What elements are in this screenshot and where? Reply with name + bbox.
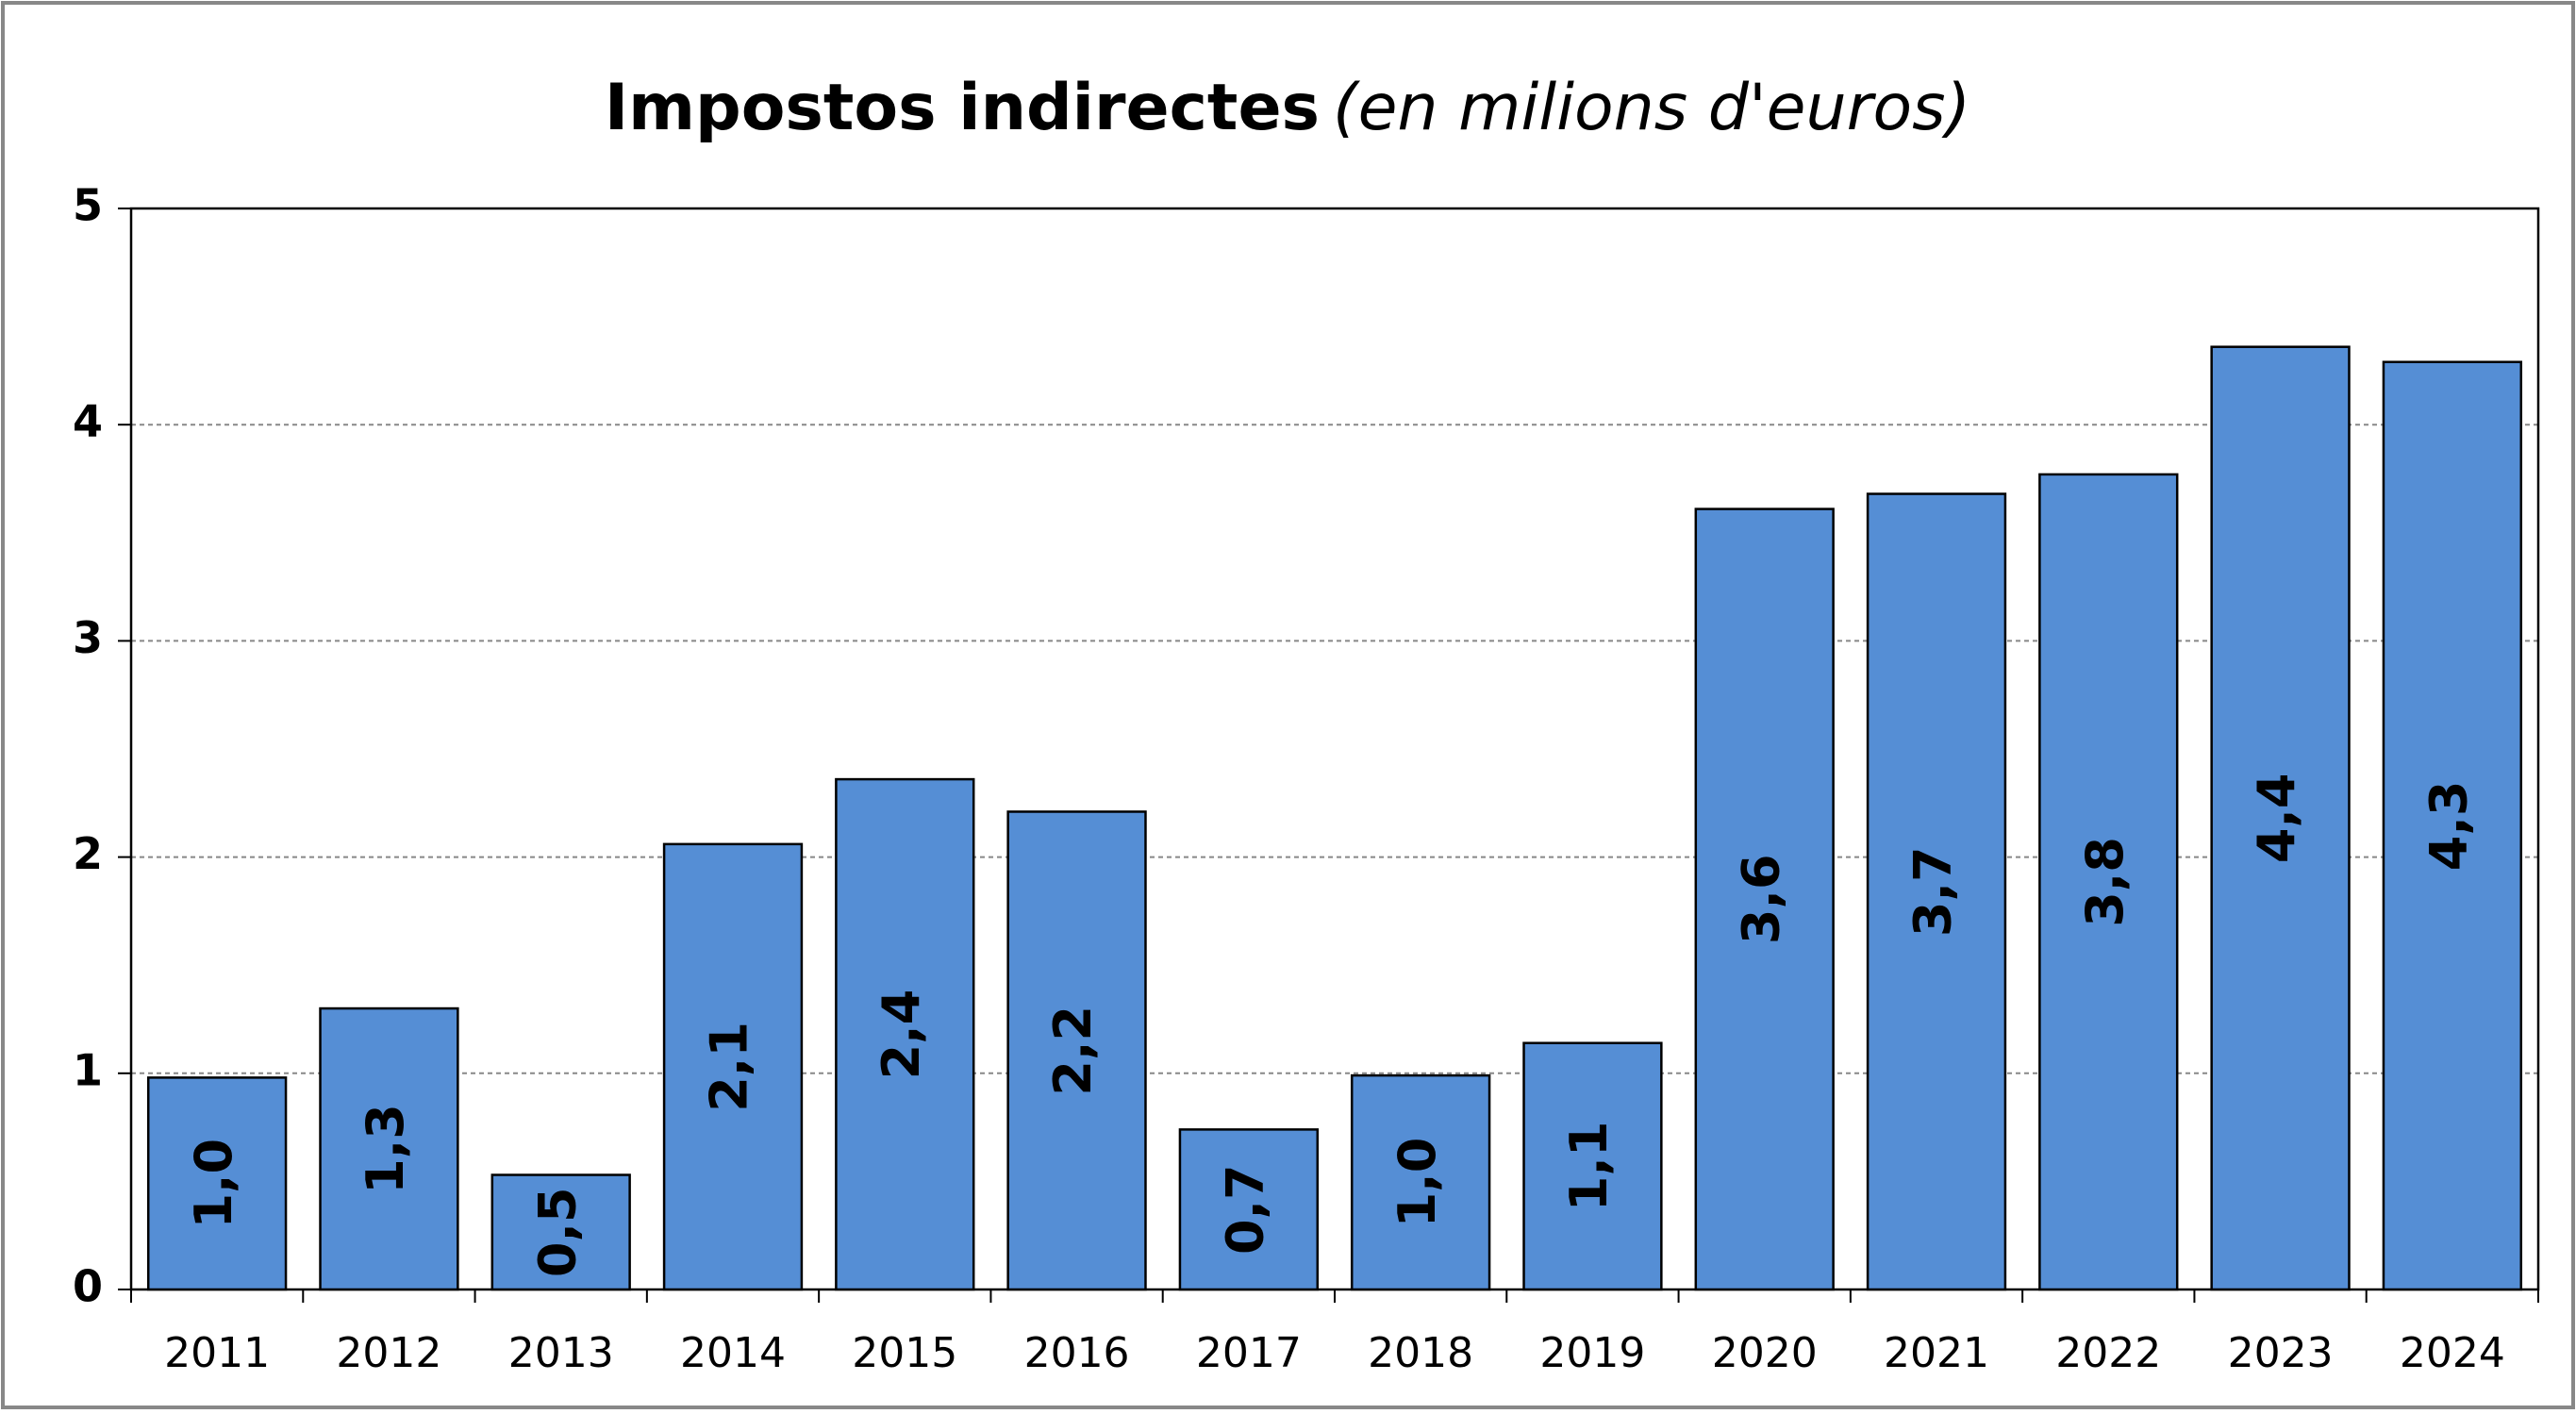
- y-tick-label: 2: [73, 828, 103, 879]
- x-tick-label: 2014: [680, 1329, 786, 1377]
- x-tick-label: 2018: [1368, 1329, 1473, 1377]
- data-label: 1,0: [184, 1139, 243, 1229]
- bar: [2210, 345, 2351, 1291]
- data-label: 3,6: [1731, 854, 1790, 944]
- bar: [490, 1173, 631, 1291]
- data-label: 3,7: [1903, 846, 1963, 937]
- bar: [2038, 473, 2179, 1291]
- y-tick-label: 0: [73, 1261, 103, 1312]
- x-tick-label: 2013: [508, 1329, 614, 1377]
- x-tick-label: 2024: [2400, 1329, 2505, 1377]
- chart-title: Impostos indirectes: [605, 71, 1320, 145]
- x-tick-label: 2012: [336, 1329, 441, 1377]
- y-tick-label: 4: [73, 396, 103, 447]
- x-tick-label: 2011: [164, 1329, 270, 1377]
- y-tick-label: 5: [73, 180, 103, 231]
- data-label: 0,7: [1215, 1164, 1274, 1255]
- x-tick-label: 2021: [1884, 1329, 1989, 1377]
- x-tick-label: 2019: [1539, 1329, 1645, 1377]
- data-label: 1,3: [356, 1104, 415, 1194]
- data-label: 2,1: [700, 1022, 759, 1112]
- bar: [319, 1006, 459, 1291]
- y-tick-label: 3: [73, 612, 103, 663]
- x-tick-label: 2022: [2055, 1329, 2161, 1377]
- bar: [1522, 1041, 1663, 1291]
- x-tick-label: 2016: [1024, 1329, 1130, 1377]
- data-label: 3,8: [2075, 837, 2135, 927]
- bar: [835, 777, 975, 1291]
- bar: [662, 842, 804, 1291]
- data-label: 1,0: [1388, 1138, 1447, 1228]
- bar: [1178, 1128, 1320, 1291]
- data-label: 4,3: [2418, 781, 2478, 872]
- data-label: 4,4: [2247, 774, 2306, 864]
- chart-title-line: Impostos indirectes (en milions d'euros): [605, 71, 1970, 145]
- data-label: 2,4: [872, 990, 931, 1080]
- x-tick-label: 2017: [1196, 1329, 1302, 1377]
- data-label: 0,5: [527, 1187, 587, 1277]
- x-tick-label: 2023: [2228, 1329, 2334, 1377]
- chart-subtitle: (en milions d'euros): [1333, 71, 1970, 145]
- y-tick-label: 1: [73, 1044, 103, 1095]
- bar: [2382, 360, 2523, 1291]
- x-tick-label: 2020: [1712, 1329, 1818, 1377]
- bar: [1350, 1073, 1491, 1291]
- bar: [1006, 810, 1147, 1291]
- data-label: 1,1: [1559, 1122, 1619, 1212]
- bar: [146, 1076, 288, 1291]
- x-tick-label: 2015: [852, 1329, 957, 1377]
- bar: [1694, 507, 1835, 1291]
- bar: [1866, 492, 2007, 1291]
- data-label: 2,2: [1043, 1006, 1103, 1096]
